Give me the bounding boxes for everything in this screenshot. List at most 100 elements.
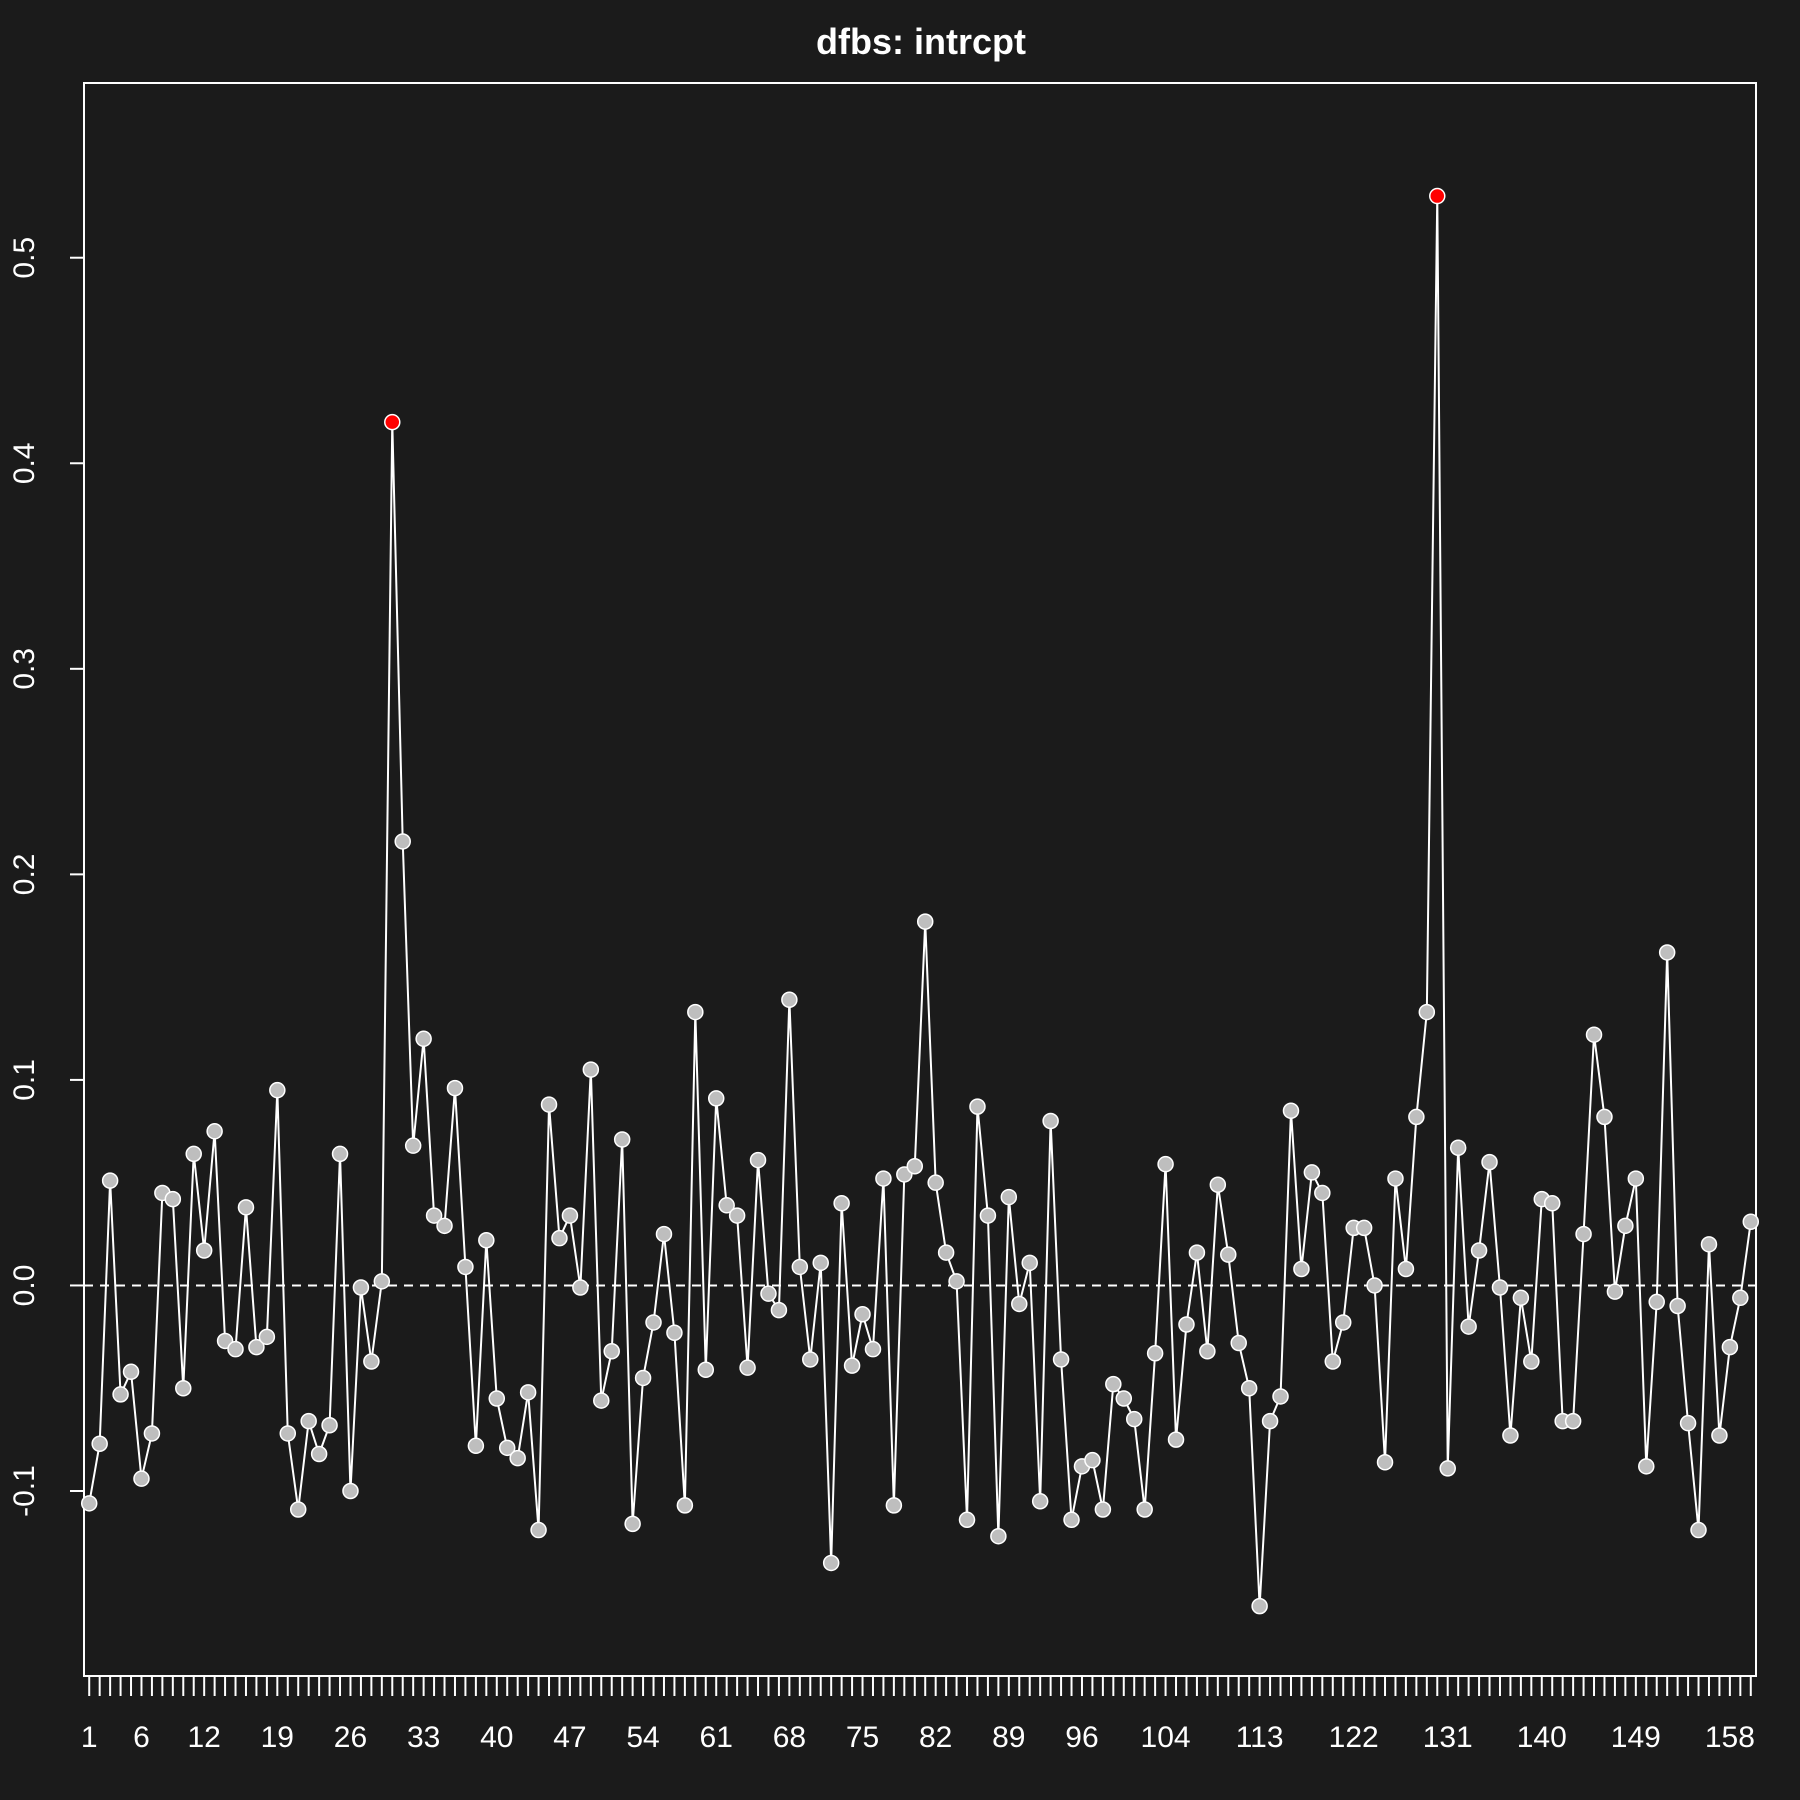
x-tick-label: 75 (846, 1721, 879, 1754)
data-point (1094, 1501, 1112, 1518)
data-point (206, 1123, 223, 1140)
data-point (122, 1363, 140, 1381)
data-point (697, 1361, 715, 1378)
data-point (770, 1301, 788, 1319)
x-tick-label: 54 (626, 1721, 659, 1754)
data-point (540, 1096, 558, 1113)
data-point (760, 1285, 777, 1302)
data-point (676, 1497, 694, 1514)
data-point (321, 1416, 338, 1434)
data-point (342, 1482, 359, 1500)
data-point (937, 1244, 955, 1261)
data-point (739, 1359, 756, 1376)
data-point (1220, 1246, 1237, 1263)
data-point (979, 1207, 997, 1224)
data-point (519, 1384, 537, 1401)
data-point (1324, 1353, 1342, 1370)
data-point (1105, 1375, 1122, 1393)
data-point (958, 1511, 976, 1529)
data-point (404, 1137, 422, 1154)
y-tick-label: 0.2 (8, 854, 41, 896)
highlighted-data-point (384, 413, 401, 431)
data-point (634, 1369, 652, 1387)
data-point (781, 991, 798, 1008)
highlighted-data-point (1429, 187, 1446, 205)
data-point (749, 1151, 767, 1169)
data-point (1690, 1521, 1707, 1539)
data-point (1366, 1277, 1383, 1294)
data-point (551, 1229, 568, 1247)
data-point (1146, 1345, 1164, 1362)
y-tick-label: 0.1 (8, 1059, 41, 1101)
data-point (1387, 1170, 1404, 1187)
data-point (707, 1090, 725, 1107)
data-point (509, 1449, 526, 1467)
data-point (1115, 1390, 1133, 1407)
data-point (572, 1279, 589, 1296)
data-point (195, 1242, 213, 1259)
y-tick-label: 0.0 (8, 1265, 41, 1307)
data-point (1355, 1219, 1373, 1237)
x-tick-label: 89 (992, 1721, 1025, 1754)
data-point (373, 1273, 391, 1290)
data-point (1230, 1334, 1247, 1352)
data-point (561, 1207, 579, 1224)
data-point (415, 1030, 432, 1048)
x-tick-label: 96 (1065, 1721, 1098, 1754)
data-point (467, 1437, 485, 1455)
data-point (812, 1254, 829, 1272)
data-point (1491, 1279, 1509, 1296)
data-point (613, 1131, 631, 1148)
data-point (1031, 1493, 1049, 1510)
data-point (1000, 1188, 1018, 1206)
data-point (593, 1392, 610, 1409)
data-point (1575, 1225, 1592, 1243)
x-tick-label: 19 (261, 1721, 294, 1754)
x-tick-label: 104 (1141, 1721, 1191, 1754)
x-tick-label: 61 (700, 1721, 733, 1754)
x-tick-label: 149 (1611, 1721, 1661, 1754)
data-point (718, 1197, 735, 1214)
data-point (80, 1495, 98, 1512)
x-tick-label: 140 (1517, 1721, 1567, 1754)
data-point (1449, 1139, 1467, 1156)
y-tick-label: -0.1 (8, 1465, 41, 1517)
data-point (1011, 1295, 1028, 1313)
data-point (331, 1145, 349, 1163)
data-point (1209, 1176, 1227, 1193)
data-point (1021, 1254, 1038, 1272)
data-point (185, 1145, 202, 1163)
y-tick-label: 0.3 (8, 648, 41, 690)
x-tick-label: 131 (1423, 1721, 1473, 1754)
data-point (352, 1279, 370, 1296)
data-point (1272, 1388, 1289, 1405)
data-point (927, 1174, 944, 1191)
data-point (1240, 1379, 1258, 1397)
data-point (101, 1172, 119, 1189)
data-point (1157, 1155, 1174, 1173)
data-point (1261, 1412, 1279, 1430)
data-point (1617, 1217, 1634, 1235)
data-point (1042, 1112, 1059, 1130)
data-point (1721, 1338, 1739, 1356)
data-point (728, 1207, 746, 1224)
data-point (655, 1225, 673, 1243)
data-point (1334, 1314, 1352, 1331)
data-point (133, 1470, 150, 1487)
data-point (478, 1231, 495, 1249)
data-point (289, 1501, 307, 1518)
chart-title: dfbs: intrcpt (816, 21, 1026, 62)
data-point (1460, 1318, 1477, 1335)
data-point (1606, 1283, 1624, 1300)
data-point (1063, 1511, 1080, 1529)
data-point (530, 1521, 547, 1539)
data-point (1314, 1184, 1331, 1202)
data-point (237, 1199, 255, 1216)
data-point (1199, 1342, 1216, 1360)
data-point (1585, 1026, 1603, 1043)
data-point (906, 1157, 924, 1175)
data-point (1470, 1242, 1488, 1259)
data-points (80, 187, 1760, 1615)
x-tick-label: 12 (187, 1721, 220, 1754)
data-point (1627, 1170, 1645, 1187)
